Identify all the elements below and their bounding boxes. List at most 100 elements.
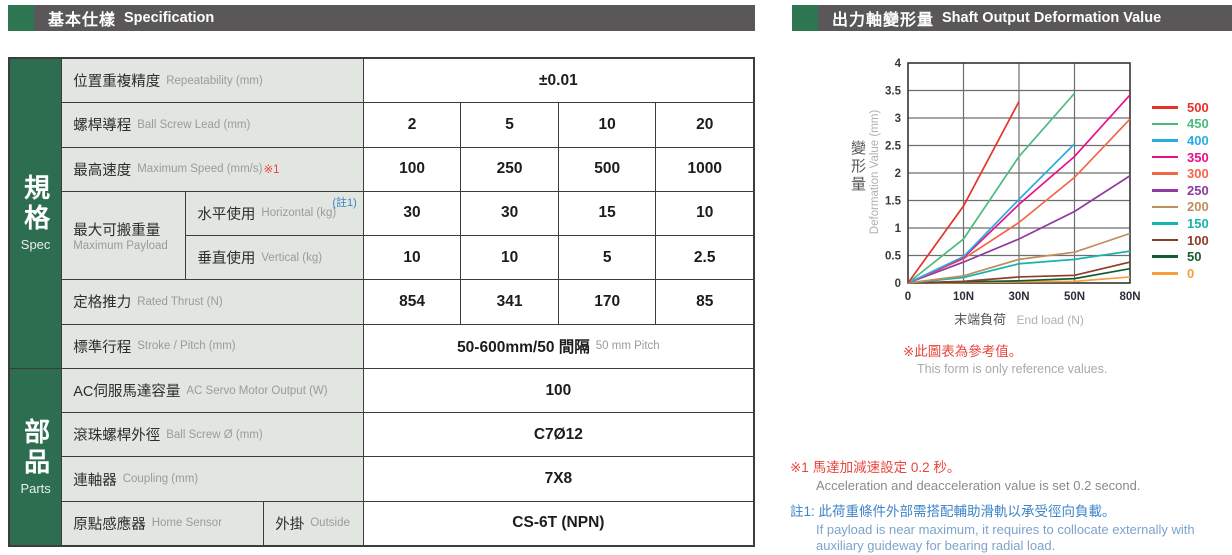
svg-text:50N: 50N: [1064, 291, 1085, 303]
footnote1-en: Acceleration and deacceleration value is…: [816, 478, 1141, 493]
legend-label: 100: [1187, 232, 1209, 248]
label-maximum-payload: 最大可搬重量 Maximum Payload: [62, 191, 186, 280]
value-speed-2: 250: [461, 147, 558, 191]
svg-text:2.5: 2.5: [885, 141, 902, 153]
legend-label: 350: [1187, 149, 1209, 165]
chart-gridlines: [907, 62, 1131, 284]
chart-line-250: [907, 175, 1131, 284]
legend-item-50: 50: [1152, 248, 1209, 265]
parts-section-label-en: Parts: [20, 480, 51, 496]
footnote1-zh: ※1 馬達加減速設定 0.2 秒。: [790, 460, 961, 475]
value-vertical-4: 2.5: [656, 236, 753, 280]
chart-header-title-zh: 出力軸變形量: [832, 12, 935, 29]
label-repeatability: 位置重複精度 Repeatability (mm): [62, 59, 363, 103]
spec-section-label-zh: 規格: [20, 174, 51, 235]
specification-table: 規格 Spec 部品 Parts 位置重複精度 Repeatability (m…: [8, 57, 755, 547]
footnotes: ※1 馬達加減速設定 0.2 秒。 Acceleration and deacc…: [790, 456, 1232, 555]
spec-header-title-en: Specification: [124, 10, 215, 26]
legend-dash-icon: [1152, 271, 1178, 275]
legend-dash-icon: [1152, 172, 1178, 175]
footnote2-zh: 註1: 此荷重條件外部需搭配輔助滑軌以承受徑向負載。: [790, 504, 1116, 519]
legend-item-500: 500: [1152, 99, 1209, 116]
svg-text:1: 1: [895, 223, 902, 235]
legend-label: 50: [1187, 249, 1202, 265]
sidebar-section-parts: 部品 Parts: [10, 368, 62, 545]
value-horizontal-3: 15: [558, 191, 656, 236]
legend-item-0: 0: [1152, 265, 1209, 282]
chart-ylabel-zh: 變形量: [849, 140, 866, 194]
label-stroke-pitch: 標準行程 Stroke / Pitch (mm): [62, 324, 363, 368]
chart-line-400: [907, 143, 1076, 284]
value-horizontal-2: 30: [461, 191, 558, 236]
svg-text:1.5: 1.5: [885, 196, 902, 208]
value-horizontal-4: 10: [656, 191, 753, 236]
chart-ylabel-en: Deformation Value (mm): [869, 109, 881, 235]
legend-dash-icon: [1152, 122, 1178, 126]
legend-item-300: 300: [1152, 165, 1209, 182]
green-accent-square: [8, 5, 34, 31]
svg-text:80N: 80N: [1119, 291, 1140, 303]
chart-section-header: 出力軸變形量 Shaft Output Deformation Value: [792, 5, 1232, 31]
label-payload-horizontal: (註1) 水平使用 Horizontal (kg): [186, 191, 363, 236]
chart-header-title-en: Shaft Output Deformation Value: [942, 10, 1162, 26]
legend-label: 500: [1187, 99, 1209, 115]
legend-label: 250: [1187, 182, 1209, 198]
svg-text:3: 3: [895, 113, 901, 125]
svg-text:4: 4: [895, 58, 902, 70]
value-thrust-2: 341: [461, 280, 558, 324]
value-thrust-1: 854: [363, 280, 461, 324]
value-speed-4: 1000: [656, 147, 753, 191]
legend-label: 200: [1187, 199, 1209, 215]
value-lead-2: 5: [461, 103, 558, 147]
legend-dash-icon: [1152, 222, 1178, 225]
legend-label: 150: [1187, 215, 1209, 231]
legend-item-100: 100: [1152, 232, 1209, 249]
legend-label: 400: [1187, 132, 1209, 148]
legend-dash-icon: [1152, 238, 1178, 242]
value-lead-3: 10: [558, 103, 656, 147]
legend-dash-icon: [1152, 255, 1178, 258]
parts-section-label-zh: 部品: [20, 417, 51, 478]
legend-item-350: 350: [1152, 149, 1209, 166]
value-home-sensor: CS-6T (NPN): [363, 501, 753, 545]
sidebar-section-spec: 規格 Spec: [10, 59, 62, 368]
chart-xlabel: 末端負荷 End load (N): [954, 312, 1084, 327]
chart-line-200: [907, 232, 1131, 284]
label-coupling: 連軸器 Coupling (mm): [62, 457, 363, 501]
value-speed-1: 100: [363, 147, 461, 191]
value-motor-output: 100: [363, 368, 753, 413]
svg-text:0: 0: [895, 278, 901, 290]
spec-header-title-zh: 基本仕樣: [48, 12, 117, 29]
svg-text:30N: 30N: [1008, 291, 1029, 303]
deformation-chart: 0 0.5 1 1.5 2 2.5 3 3.5 4 0 10N 30N 50N 80N: [885, 58, 1141, 303]
value-thrust-3: 170: [558, 280, 656, 324]
legend-item-200: 200: [1152, 199, 1209, 216]
label-ball-screw-od: 滾珠螺桿外徑 Ball Screw Ø (mm): [62, 413, 363, 457]
legend-item-150: 150: [1152, 215, 1209, 232]
legend-dash-icon: [1152, 139, 1178, 142]
value-horizontal-1: 30: [363, 191, 461, 236]
chart-line-450: [907, 92, 1076, 284]
chart-line-500: [907, 101, 1020, 284]
label-rated-thrust: 定格推力 Rated Thrust (N): [62, 280, 363, 324]
chart-reference-note: ※此圖表為參考值。 This form is only reference va…: [903, 344, 1108, 376]
footnote2-en: If payload is near maximum, it requires …: [816, 522, 1195, 554]
legend-dash-icon: [1152, 188, 1178, 192]
legend-label: 300: [1187, 166, 1209, 182]
svg-text:0: 0: [905, 291, 911, 303]
svg-text:10N: 10N: [953, 291, 974, 303]
label-home-sensor: 原點感應器 Home Sensor: [62, 501, 264, 545]
label-ball-screw-lead: 螺桿導程 Ball Screw Lead (mm): [62, 103, 363, 147]
label-motor-output: AC伺服馬達容量 AC Servo Motor Output (W): [62, 368, 363, 413]
legend-dash-icon: [1152, 155, 1178, 159]
spec-section-header: 基本仕樣 Specification: [8, 5, 755, 31]
value-vertical-2: 10: [461, 236, 558, 280]
legend-item-450: 450: [1152, 116, 1209, 133]
value-speed-3: 500: [558, 147, 656, 191]
value-stroke-pitch: 50-600mm/50 間隔 50 mm Pitch: [363, 324, 753, 368]
label-home-sensor-outside: 外掛 Outside: [264, 501, 363, 545]
svg-text:3.5: 3.5: [885, 86, 902, 98]
value-ball-screw-od: C7Ø12: [363, 413, 753, 457]
value-repeatability: ±0.01: [363, 59, 753, 103]
chart-line-150: [907, 250, 1131, 284]
